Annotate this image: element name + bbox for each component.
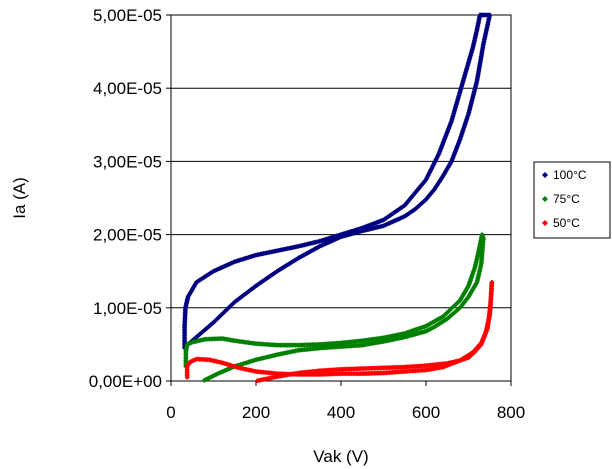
series-2	[183, 232, 486, 383]
series-3	[184, 279, 495, 384]
legend-label: 50°C	[553, 216, 580, 230]
legend: 100°C 75°C 50°C	[533, 161, 611, 239]
x-tick-label: 600	[412, 403, 440, 422]
y-axis-label: Ia (A)	[10, 177, 29, 219]
x-tick-label: 200	[242, 403, 270, 422]
y-tick-label: 4,00E-05	[93, 79, 162, 98]
y-tick-label: 3,00E-05	[93, 152, 162, 171]
series-1	[182, 12, 493, 351]
legend-marker	[542, 220, 548, 226]
y-tick-label: 1,00E-05	[93, 299, 162, 318]
y-tick-label: 5,00E-05	[93, 6, 162, 25]
y-tick-label: 0,00E+00	[89, 372, 162, 391]
x-axis-label: Vak (V)	[313, 447, 368, 466]
gridlines	[171, 87, 511, 309]
x-tick-label: 0	[166, 403, 175, 422]
series-layer	[182, 12, 495, 384]
x-tick-label: 800	[497, 403, 525, 422]
x-tick-label: 400	[327, 403, 355, 422]
legend-marker	[542, 196, 548, 202]
y-axis-ticks: 0,00E+00 1,00E-05 2,00E-05 3,00E-05 4,00E-05…	[89, 6, 171, 391]
legend-label: 75°C	[553, 192, 580, 206]
legend-label: 100°C	[553, 168, 587, 182]
legend-items: 100°C 75°C 50°C	[542, 168, 587, 230]
x-axis-ticks: 0 200 400 600 800	[166, 381, 525, 422]
y-tick-label: 2,00E-05	[93, 226, 162, 245]
legend-marker	[542, 172, 548, 178]
data-point	[201, 377, 207, 383]
plot-area-border	[170, 14, 512, 382]
